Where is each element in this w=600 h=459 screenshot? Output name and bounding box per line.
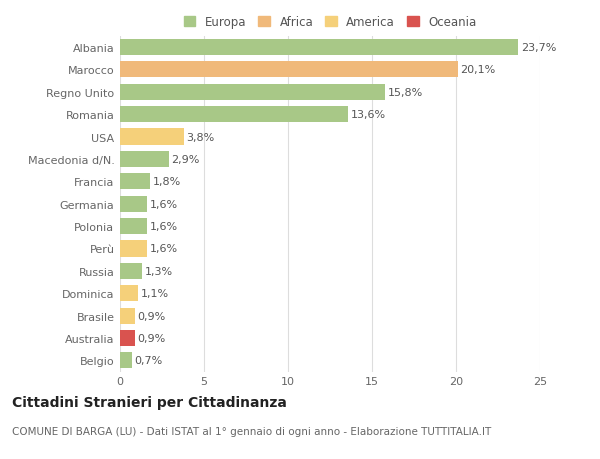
Text: 13,6%: 13,6% — [351, 110, 386, 120]
Legend: Europa, Africa, America, Oceania: Europa, Africa, America, Oceania — [184, 16, 476, 29]
Bar — [120, 174, 150, 190]
Bar — [120, 129, 184, 146]
Text: 23,7%: 23,7% — [521, 43, 556, 53]
Text: COMUNE DI BARGA (LU) - Dati ISTAT al 1° gennaio di ogni anno - Elaborazione TUTT: COMUNE DI BARGA (LU) - Dati ISTAT al 1° … — [12, 426, 491, 436]
Bar — [120, 196, 147, 213]
Text: 1,6%: 1,6% — [149, 199, 178, 209]
Bar — [120, 263, 142, 280]
Bar — [120, 218, 147, 235]
Bar — [120, 353, 132, 369]
Bar — [120, 151, 169, 168]
Text: 0,9%: 0,9% — [137, 333, 166, 343]
Text: 1,8%: 1,8% — [153, 177, 181, 187]
Text: 1,3%: 1,3% — [145, 266, 172, 276]
Bar — [120, 330, 135, 347]
Bar — [120, 62, 458, 78]
Text: 1,6%: 1,6% — [149, 222, 178, 232]
Text: 2,9%: 2,9% — [171, 155, 200, 165]
Bar — [120, 84, 385, 101]
Text: 20,1%: 20,1% — [460, 65, 496, 75]
Text: 15,8%: 15,8% — [388, 88, 423, 98]
Text: 1,1%: 1,1% — [141, 289, 169, 299]
Text: Cittadini Stranieri per Cittadinanza: Cittadini Stranieri per Cittadinanza — [12, 395, 287, 409]
Bar — [120, 285, 139, 302]
Bar — [120, 40, 518, 56]
Bar — [120, 308, 135, 324]
Text: 0,9%: 0,9% — [137, 311, 166, 321]
Text: 0,7%: 0,7% — [134, 356, 163, 366]
Bar — [120, 107, 349, 123]
Text: 1,6%: 1,6% — [149, 244, 178, 254]
Bar — [120, 241, 147, 257]
Text: 3,8%: 3,8% — [187, 132, 215, 142]
